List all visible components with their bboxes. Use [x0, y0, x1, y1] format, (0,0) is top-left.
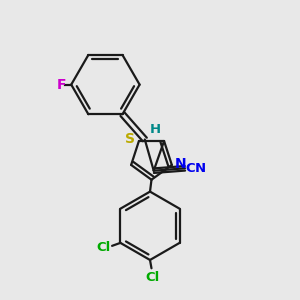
Text: S: S	[125, 132, 135, 145]
Text: N: N	[174, 157, 186, 171]
Text: Cl: Cl	[145, 271, 160, 284]
Text: F: F	[57, 78, 67, 92]
Text: N: N	[195, 162, 206, 175]
Text: C: C	[185, 162, 195, 175]
Text: Cl: Cl	[96, 241, 110, 254]
Text: H: H	[150, 123, 161, 136]
